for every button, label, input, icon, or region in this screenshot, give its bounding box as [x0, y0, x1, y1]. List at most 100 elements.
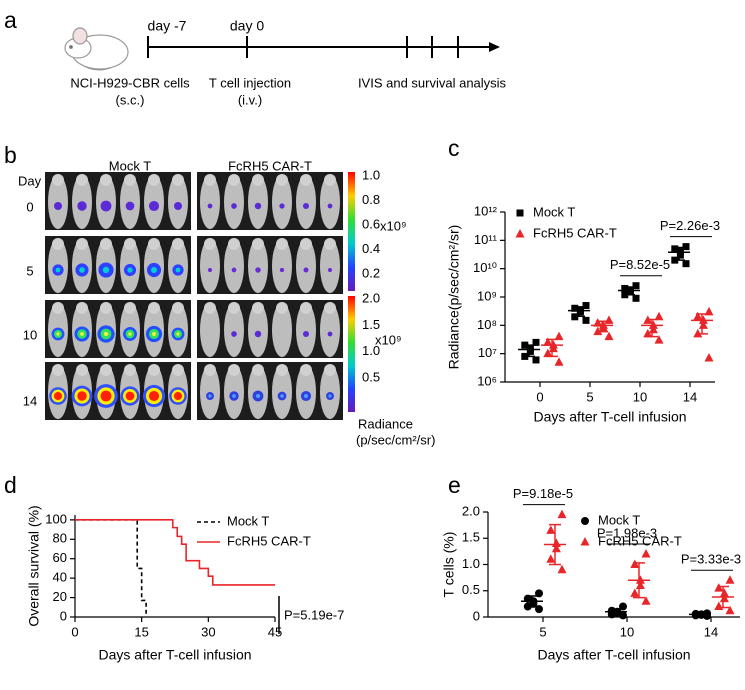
y-tick-label: 10⁸	[477, 317, 497, 332]
colorbar-unit: x10⁹	[375, 332, 402, 347]
mouse-head	[124, 364, 136, 376]
signal	[328, 394, 332, 398]
signal	[127, 267, 133, 273]
point	[604, 315, 614, 324]
point	[543, 337, 553, 346]
p-value: P=2.26e-3	[660, 218, 720, 233]
x-tick-label: 15	[134, 624, 148, 639]
colorbar-unit: (p/sec/cm²/sr)	[356, 432, 435, 447]
point	[557, 509, 567, 519]
mouse	[272, 303, 292, 357]
mouse-head	[300, 174, 312, 186]
point	[714, 601, 724, 610]
signal	[151, 331, 157, 337]
y-tick-label: 0	[473, 608, 480, 623]
signal	[254, 202, 262, 210]
signal	[128, 332, 132, 336]
mouse-head	[172, 364, 184, 376]
signal	[174, 392, 182, 400]
colorbar-tick: 0.8	[362, 192, 380, 207]
point	[676, 251, 684, 259]
error-bar	[646, 318, 658, 338]
point	[654, 311, 664, 321]
mouse-head	[172, 174, 184, 186]
mouse	[320, 175, 340, 229]
mouse-head	[252, 174, 264, 186]
survival-curve	[75, 519, 147, 617]
point	[641, 596, 651, 605]
mouse-head	[300, 238, 312, 250]
point	[582, 316, 590, 324]
colorbar-tick: 2.0	[362, 290, 380, 305]
mouse-head	[276, 174, 288, 186]
point	[607, 606, 616, 615]
mouse-head	[300, 364, 312, 376]
point	[532, 356, 540, 364]
point	[546, 525, 556, 534]
mouse-head	[172, 238, 184, 250]
mouse-head	[204, 174, 216, 186]
point	[682, 260, 690, 268]
point	[719, 593, 729, 603]
point	[714, 583, 724, 592]
x-tick-label: 30	[201, 624, 215, 639]
colorbar-tick: 1.5	[362, 317, 380, 332]
mouse-head	[76, 302, 88, 314]
mouse-head	[76, 238, 88, 250]
mouse-head	[100, 174, 112, 186]
mouse-head	[324, 238, 336, 250]
legend-marker	[581, 517, 589, 525]
p-value: P=9.18e-5	[513, 486, 573, 501]
mouse	[248, 175, 268, 229]
mouse-head	[52, 174, 64, 186]
colorbar-tick: 1.0	[362, 167, 380, 182]
point	[725, 605, 735, 615]
signal	[54, 392, 62, 400]
point	[557, 564, 567, 574]
signal	[232, 394, 236, 398]
y-tick-label: 2.0	[462, 503, 480, 518]
point	[554, 357, 564, 366]
signal	[231, 267, 237, 273]
mouse	[200, 239, 220, 293]
colorbar-unit: x10⁹	[380, 218, 407, 233]
signal	[208, 394, 212, 398]
mouse	[224, 303, 244, 357]
point	[551, 543, 561, 553]
mouse	[224, 239, 244, 293]
group-title: FcRH5 CAR-T	[228, 158, 312, 173]
signal	[100, 200, 112, 212]
point	[632, 282, 640, 290]
x-axis-label: Days after T-cell infusion	[98, 647, 251, 663]
x-axis-label: Days after T-cell infusion	[537, 647, 690, 663]
image-panel	[197, 172, 343, 230]
mouse-head	[276, 302, 288, 314]
point	[654, 335, 664, 344]
mouse-head	[148, 174, 160, 186]
event-day: day -7	[148, 18, 187, 34]
event-label: NCI-H929-CBR cells	[70, 75, 190, 90]
y-tick-label: 10⁷	[478, 345, 497, 360]
image-panel	[197, 236, 343, 294]
mouse	[248, 303, 268, 357]
mouse-head	[324, 174, 336, 186]
signal	[175, 267, 181, 273]
image-panel	[45, 172, 191, 230]
signal	[255, 267, 261, 273]
point	[698, 320, 708, 329]
mouse-head	[324, 302, 336, 314]
point	[630, 588, 640, 597]
point	[632, 294, 640, 302]
legend-label: Mock T	[227, 513, 269, 528]
signal	[54, 202, 62, 210]
colorbar	[348, 296, 355, 412]
y-tick-label: 1.5	[462, 530, 480, 545]
error-bar	[596, 320, 608, 333]
point	[554, 331, 564, 341]
x-tick-label: 10	[620, 624, 634, 639]
legend-label: Mock T	[533, 204, 575, 219]
event-label: T cell injection	[209, 75, 291, 90]
signal	[328, 268, 332, 272]
mouse-head	[228, 174, 240, 186]
